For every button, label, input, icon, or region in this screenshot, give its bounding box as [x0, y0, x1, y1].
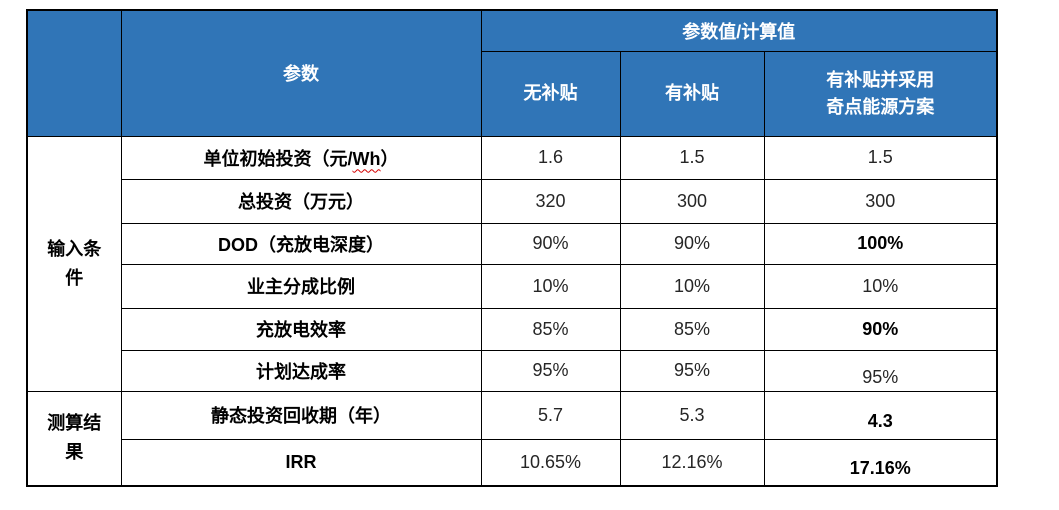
value-cell: 10% [480, 263, 621, 309]
value-cell: 95% [480, 349, 621, 392]
value-cell: 90% [763, 307, 998, 351]
value-cell: 90% [619, 222, 765, 265]
value-cell: 85% [480, 307, 621, 351]
param-column-header: 参数 [120, 9, 482, 137]
table-row: DOD（充放电深度） 90% 90% 100% [27, 222, 998, 265]
value-cell: 1.5 [619, 135, 765, 180]
param-label: 计划达成率 [120, 349, 482, 392]
value-cell: 12.16% [619, 438, 765, 487]
table-row: 总投资（万元） 320 300 300 [27, 178, 998, 224]
table-row: 输入条 件单位初始投资（元/Wh） 1.6 1.5 1.5 [26, 135, 998, 392]
value-cell: 300 [619, 178, 765, 224]
header-row-scenarios: 无补贴 有补贴 有补贴并采用 奇点能源方案 [27, 50, 998, 137]
table-row: 计划达成率 95% 95% 95% [27, 349, 998, 392]
value-group-header: 参数值/计算值 [480, 9, 998, 52]
table-row: 业主分成比例 10% 10% 10% [27, 263, 998, 309]
value-cell: 1.5 [763, 135, 998, 180]
table-body: 输入条 件单位初始投资（元/Wh） 1.6 1.5 1.5 总投资（万元） 320 300 3… [26, 135, 998, 487]
param-label: 业主分成比例 [120, 263, 482, 309]
param-label: 单位初始投资（元/Wh） [120, 135, 482, 180]
scenario-header-no-subsidy: 无补贴 [480, 50, 621, 137]
param-label: 静态投资回收期（年） [120, 390, 482, 440]
param-label: 充放电效率 [120, 307, 482, 351]
value-cell: 5.3 [619, 390, 765, 440]
row-group-label: 测算结 果 [26, 390, 122, 487]
value-cell: 100% [763, 222, 998, 265]
parameters-table: 参数 参数值/计算值 无补贴 有补贴 有补贴并采用 奇点能源方案 输入条 件单位… [26, 9, 999, 487]
value-cell: 95% [763, 349, 998, 392]
param-label: IRR [120, 438, 482, 487]
header-row-top: 参数 参数值/计算值 [26, 9, 998, 137]
row-group-label: 输入条 件 [26, 135, 122, 392]
value-cell: 95% [619, 349, 765, 392]
spellcheck-underline: Wh [352, 148, 381, 169]
value-cell: 85% [619, 307, 765, 351]
table-row: 充放电效率 85% 85% 90% [27, 307, 998, 351]
value-cell: 17.16% [763, 438, 998, 487]
value-cell: 10% [619, 263, 765, 309]
value-cell: 10.65% [480, 438, 621, 487]
table-row: IRR 10.65% 12.16% 17.16% [27, 438, 998, 487]
param-label: 总投资（万元） [120, 178, 482, 224]
value-cell: 1.6 [480, 135, 621, 180]
value-cell: 4.3 [763, 390, 998, 440]
table-header: 参数 参数值/计算值 无补贴 有补贴 有补贴并采用 奇点能源方案 [26, 9, 998, 137]
param-label: DOD（充放电深度） [120, 222, 482, 265]
table-row: 测算结 果静态投资回收期（年） 5.7 5.3 4.3 [26, 390, 998, 487]
value-cell: 300 [763, 178, 998, 224]
group-column-header [26, 9, 122, 137]
value-cell: 10% [763, 263, 998, 309]
scenario-header-with-subsidy: 有补贴 [619, 50, 765, 137]
value-cell: 320 [480, 178, 621, 224]
scenario-header-subsidy-singularity-solution: 有补贴并采用 奇点能源方案 [763, 50, 998, 137]
value-cell: 5.7 [480, 390, 621, 440]
value-cell: 90% [480, 222, 621, 265]
